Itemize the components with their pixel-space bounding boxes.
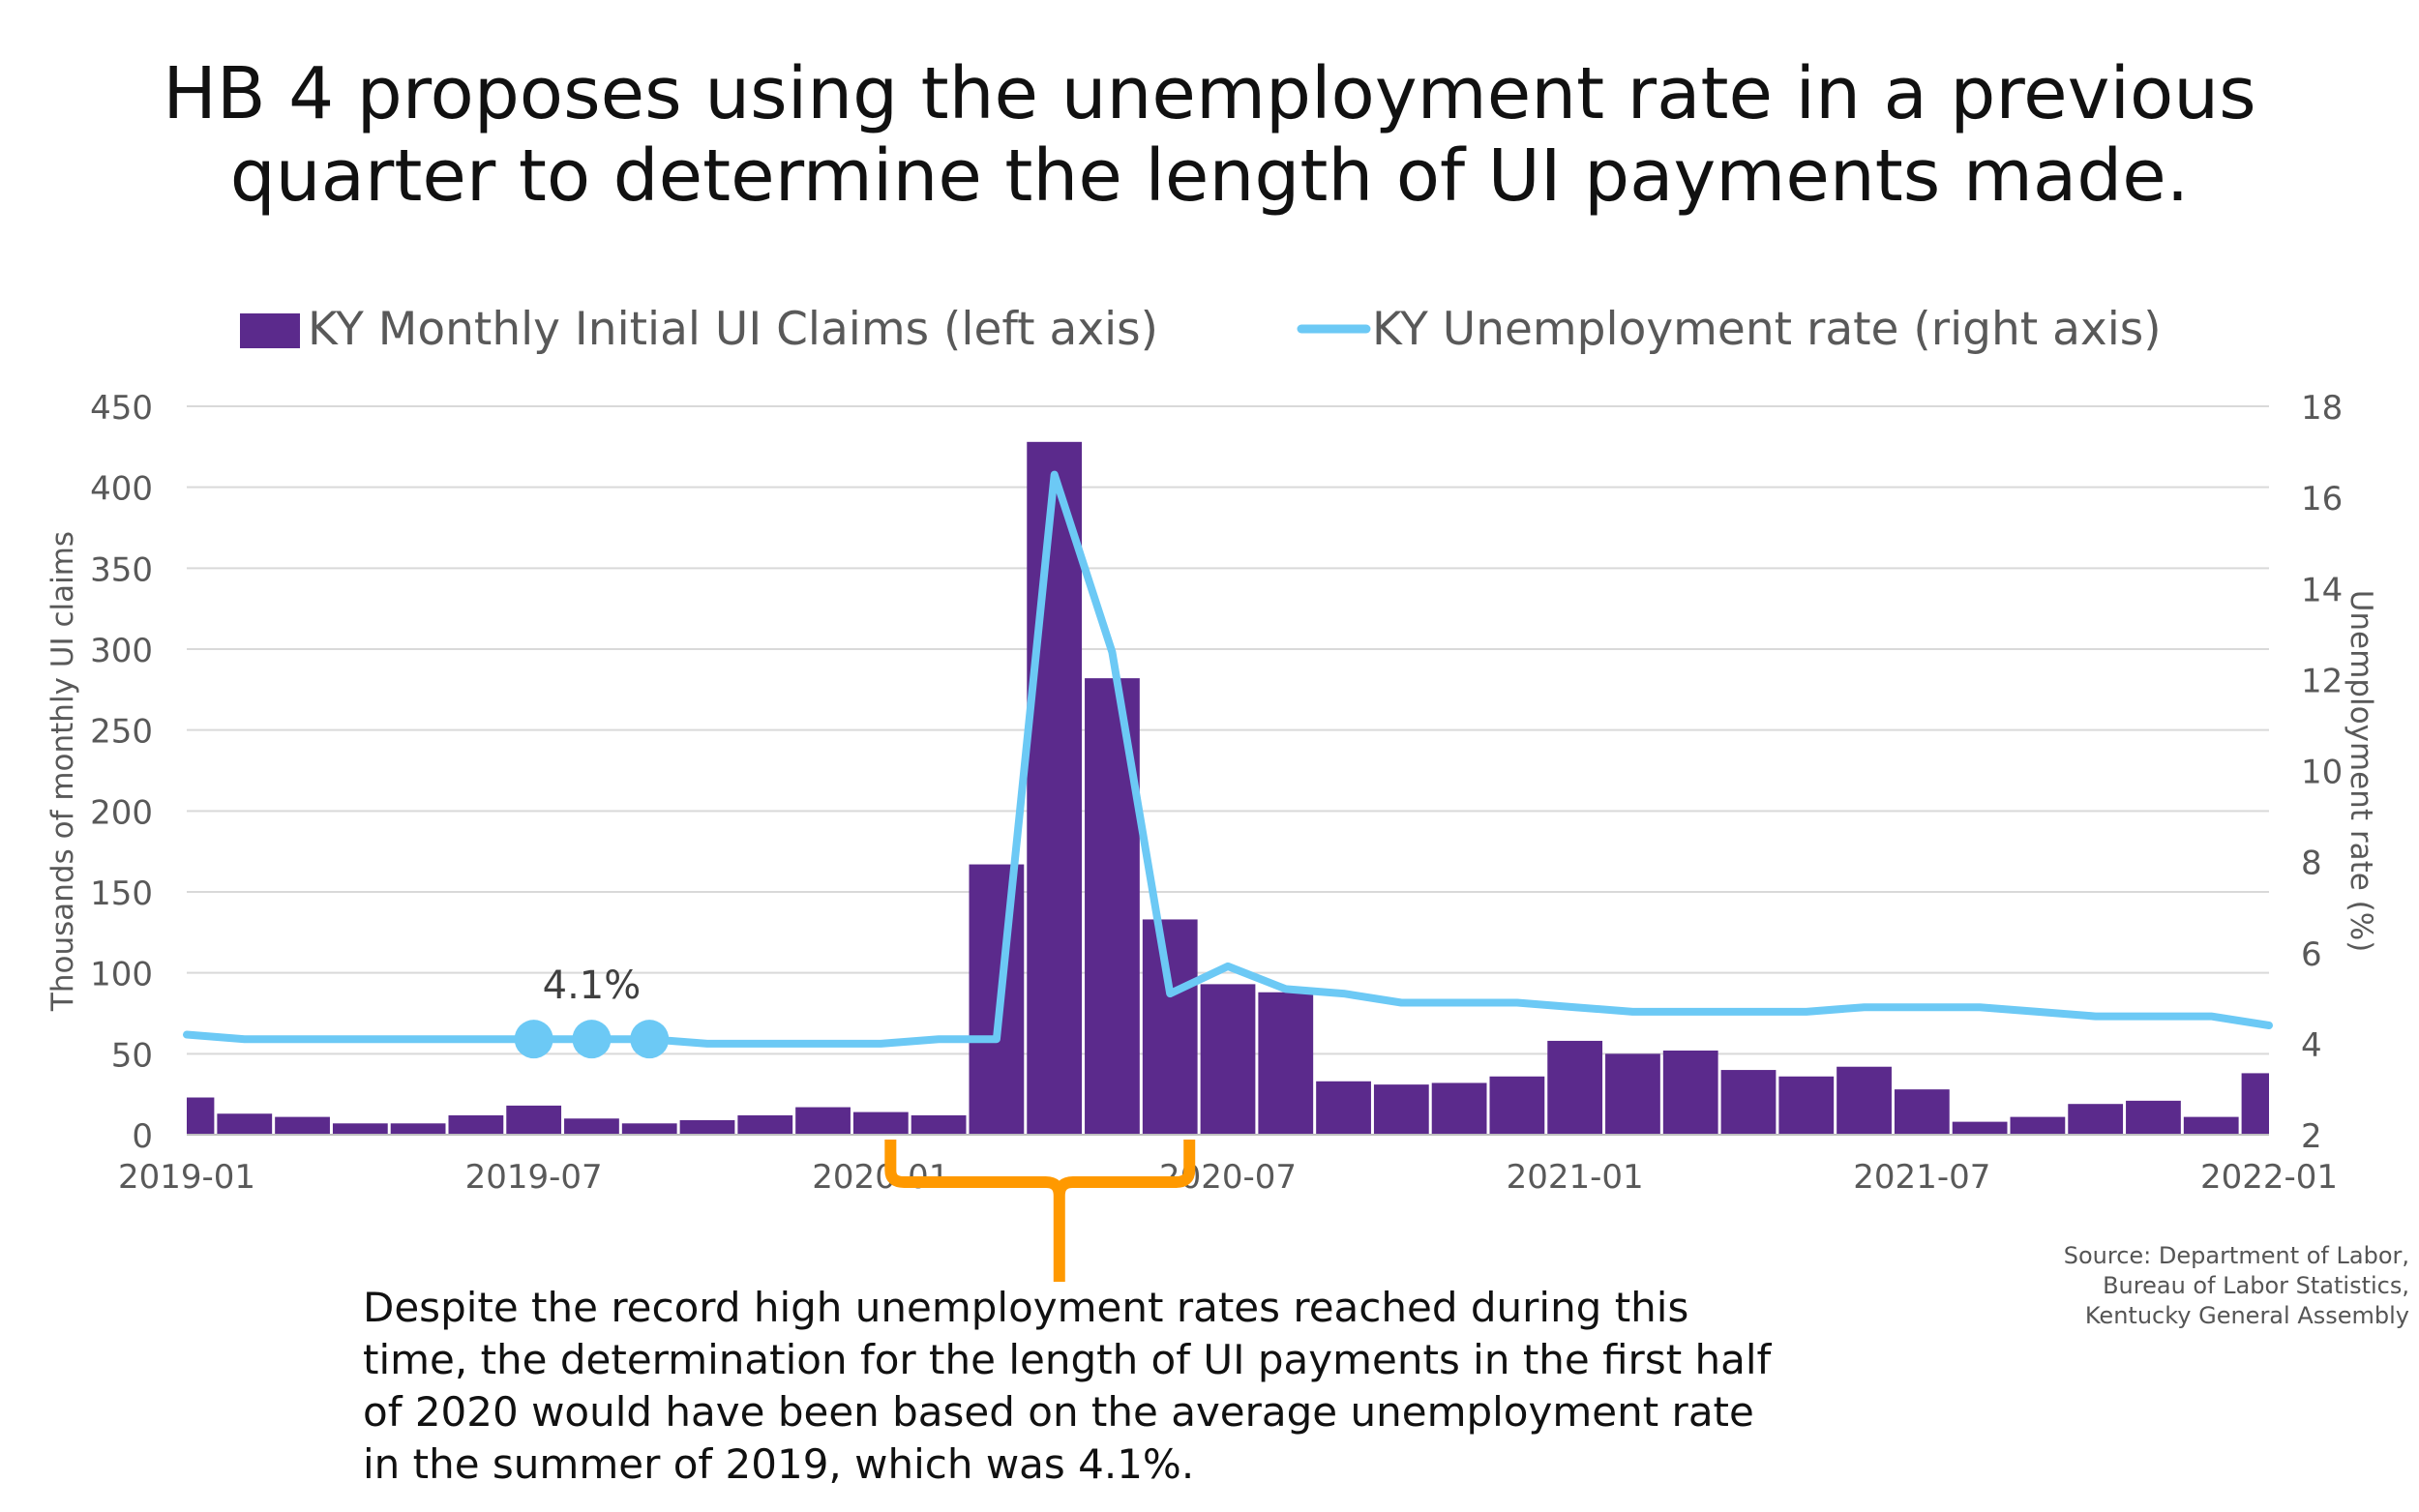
bar-2020-01 — [852, 1112, 909, 1135]
right-tick-label: 16 — [2301, 480, 2343, 519]
left-tick-label: 200 — [90, 793, 153, 832]
bar-2019-02 — [217, 1113, 273, 1135]
highlight-label: 4.1% — [543, 964, 642, 1008]
left-tick-label: 300 — [90, 632, 153, 670]
right-tick-label: 12 — [2301, 662, 2343, 700]
highlight-markers: 4.1% — [514, 964, 670, 1059]
left-tick-label: 100 — [90, 956, 153, 994]
bar-2021-04 — [1720, 1070, 1777, 1135]
right-tick-label: 2 — [2301, 1117, 2322, 1156]
highlight-point-2019-07 — [514, 1020, 553, 1059]
x-tick-label: 2021-07 — [1853, 1158, 1990, 1197]
bar-2021-02 — [1605, 1053, 1660, 1135]
bar-2021-10 — [2068, 1104, 2124, 1135]
bar-2019-09 — [621, 1123, 677, 1135]
bar-2021-09 — [2010, 1116, 2066, 1135]
bar-2020-12 — [1489, 1076, 1545, 1135]
bar-2019-10 — [679, 1119, 735, 1135]
bar-2019-03 — [275, 1116, 330, 1135]
bar-2021-07 — [1894, 1089, 1950, 1135]
right-tick-label: 4 — [2301, 1026, 2322, 1065]
unemployment-rate-line — [183, 470, 2273, 1048]
title-line-1: HB 4 proposes using the unemployment rat… — [163, 52, 2256, 135]
left-tick-label: 400 — [90, 470, 153, 509]
bar-2021-11 — [2126, 1100, 2181, 1135]
bar-2020-07 — [1200, 984, 1256, 1135]
gridlines — [187, 405, 2269, 1136]
left-axis-title: Thousands of monthly UI claims — [45, 531, 80, 1012]
highlight-point-2019-09 — [630, 1020, 670, 1059]
bar-2020-11 — [1431, 1082, 1487, 1135]
bar-2021-01 — [1547, 1040, 1603, 1135]
x-tick-label: 2022-01 — [2200, 1158, 2338, 1197]
bar-2019-07 — [506, 1105, 562, 1135]
legend-line-label: KY Unemployment rate (right axis) — [1372, 303, 2162, 356]
bar-2020-10 — [1373, 1084, 1429, 1135]
bar-2022-01 — [2241, 1073, 2269, 1135]
right-tick-label: 14 — [2301, 571, 2343, 609]
left-tick-label: 450 — [90, 389, 153, 428]
title-line-2: quarter to determine the length of UI pa… — [229, 134, 2190, 218]
bar-2019-06 — [448, 1114, 504, 1135]
right-tick-label: 18 — [2301, 389, 2343, 428]
bar-2019-05 — [390, 1123, 446, 1135]
source-line-3: Kentucky General Assembly — [2084, 1302, 2409, 1329]
bar-2019-04 — [332, 1123, 388, 1135]
source-line-2: Bureau of Labor Statistics, — [2103, 1272, 2409, 1299]
bar-2020-02 — [911, 1114, 967, 1135]
bar-2021-08 — [1952, 1121, 2008, 1135]
right-tick-label: 10 — [2301, 754, 2343, 792]
left-tick-label: 50 — [111, 1036, 153, 1075]
annotation-text: Despite the record high unemployment rat… — [363, 1284, 1772, 1488]
source-line-1: Source: Department of Labor, — [2063, 1242, 2409, 1269]
x-tick-label: 2019-01 — [118, 1158, 255, 1197]
left-tick-label: 0 — [132, 1117, 153, 1156]
bar-2019-01 — [187, 1097, 215, 1135]
legend-bar-swatch — [240, 313, 300, 348]
bar-series — [187, 441, 2269, 1135]
left-tick-label: 150 — [90, 875, 153, 913]
bar-2020-03 — [969, 864, 1025, 1135]
bar-2020-06 — [1142, 919, 1198, 1135]
period-bracket — [884, 1140, 1196, 1282]
legend: KY Monthly Initial UI Claims (left axis)… — [240, 303, 2162, 356]
left-tick-label: 350 — [90, 550, 153, 589]
bar-2020-09 — [1316, 1081, 1371, 1135]
bar-2021-05 — [1778, 1076, 1835, 1135]
right-tick-label: 8 — [2301, 845, 2322, 883]
bar-2021-06 — [1837, 1066, 1892, 1135]
left-tick-label: 250 — [90, 713, 153, 752]
axes: 0 50 100 150 200 250 300 350 400 450 2 4 6 8 10 12 14 16 1… — [45, 389, 2378, 1197]
orange-bracket — [884, 1140, 1196, 1282]
x-tick-label: 2021-01 — [1507, 1158, 1644, 1197]
legend-bar-label: KY Monthly Initial UI Claims (left axis) — [308, 303, 1158, 356]
bar-2021-03 — [1662, 1050, 1718, 1135]
right-axis-title: Unemployment rate (%) — [2344, 590, 2378, 953]
bar-2019-08 — [564, 1118, 619, 1135]
chart-title: HB 4 proposes using the unemployment rat… — [0, 53, 2419, 218]
bar-2019-12 — [795, 1107, 851, 1135]
bar-2021-12 — [2183, 1116, 2239, 1135]
bar-2019-11 — [737, 1114, 793, 1135]
source-note: Source: Department of Labor, Bureau of L… — [1926, 1241, 2409, 1331]
highlight-point-2019-08 — [572, 1020, 612, 1059]
line-series — [183, 470, 2273, 1048]
right-tick-label: 6 — [2301, 935, 2322, 974]
x-tick-label: 2019-07 — [465, 1158, 603, 1197]
bar-2020-08 — [1258, 992, 1314, 1135]
bar-2020-04 — [1027, 441, 1083, 1135]
